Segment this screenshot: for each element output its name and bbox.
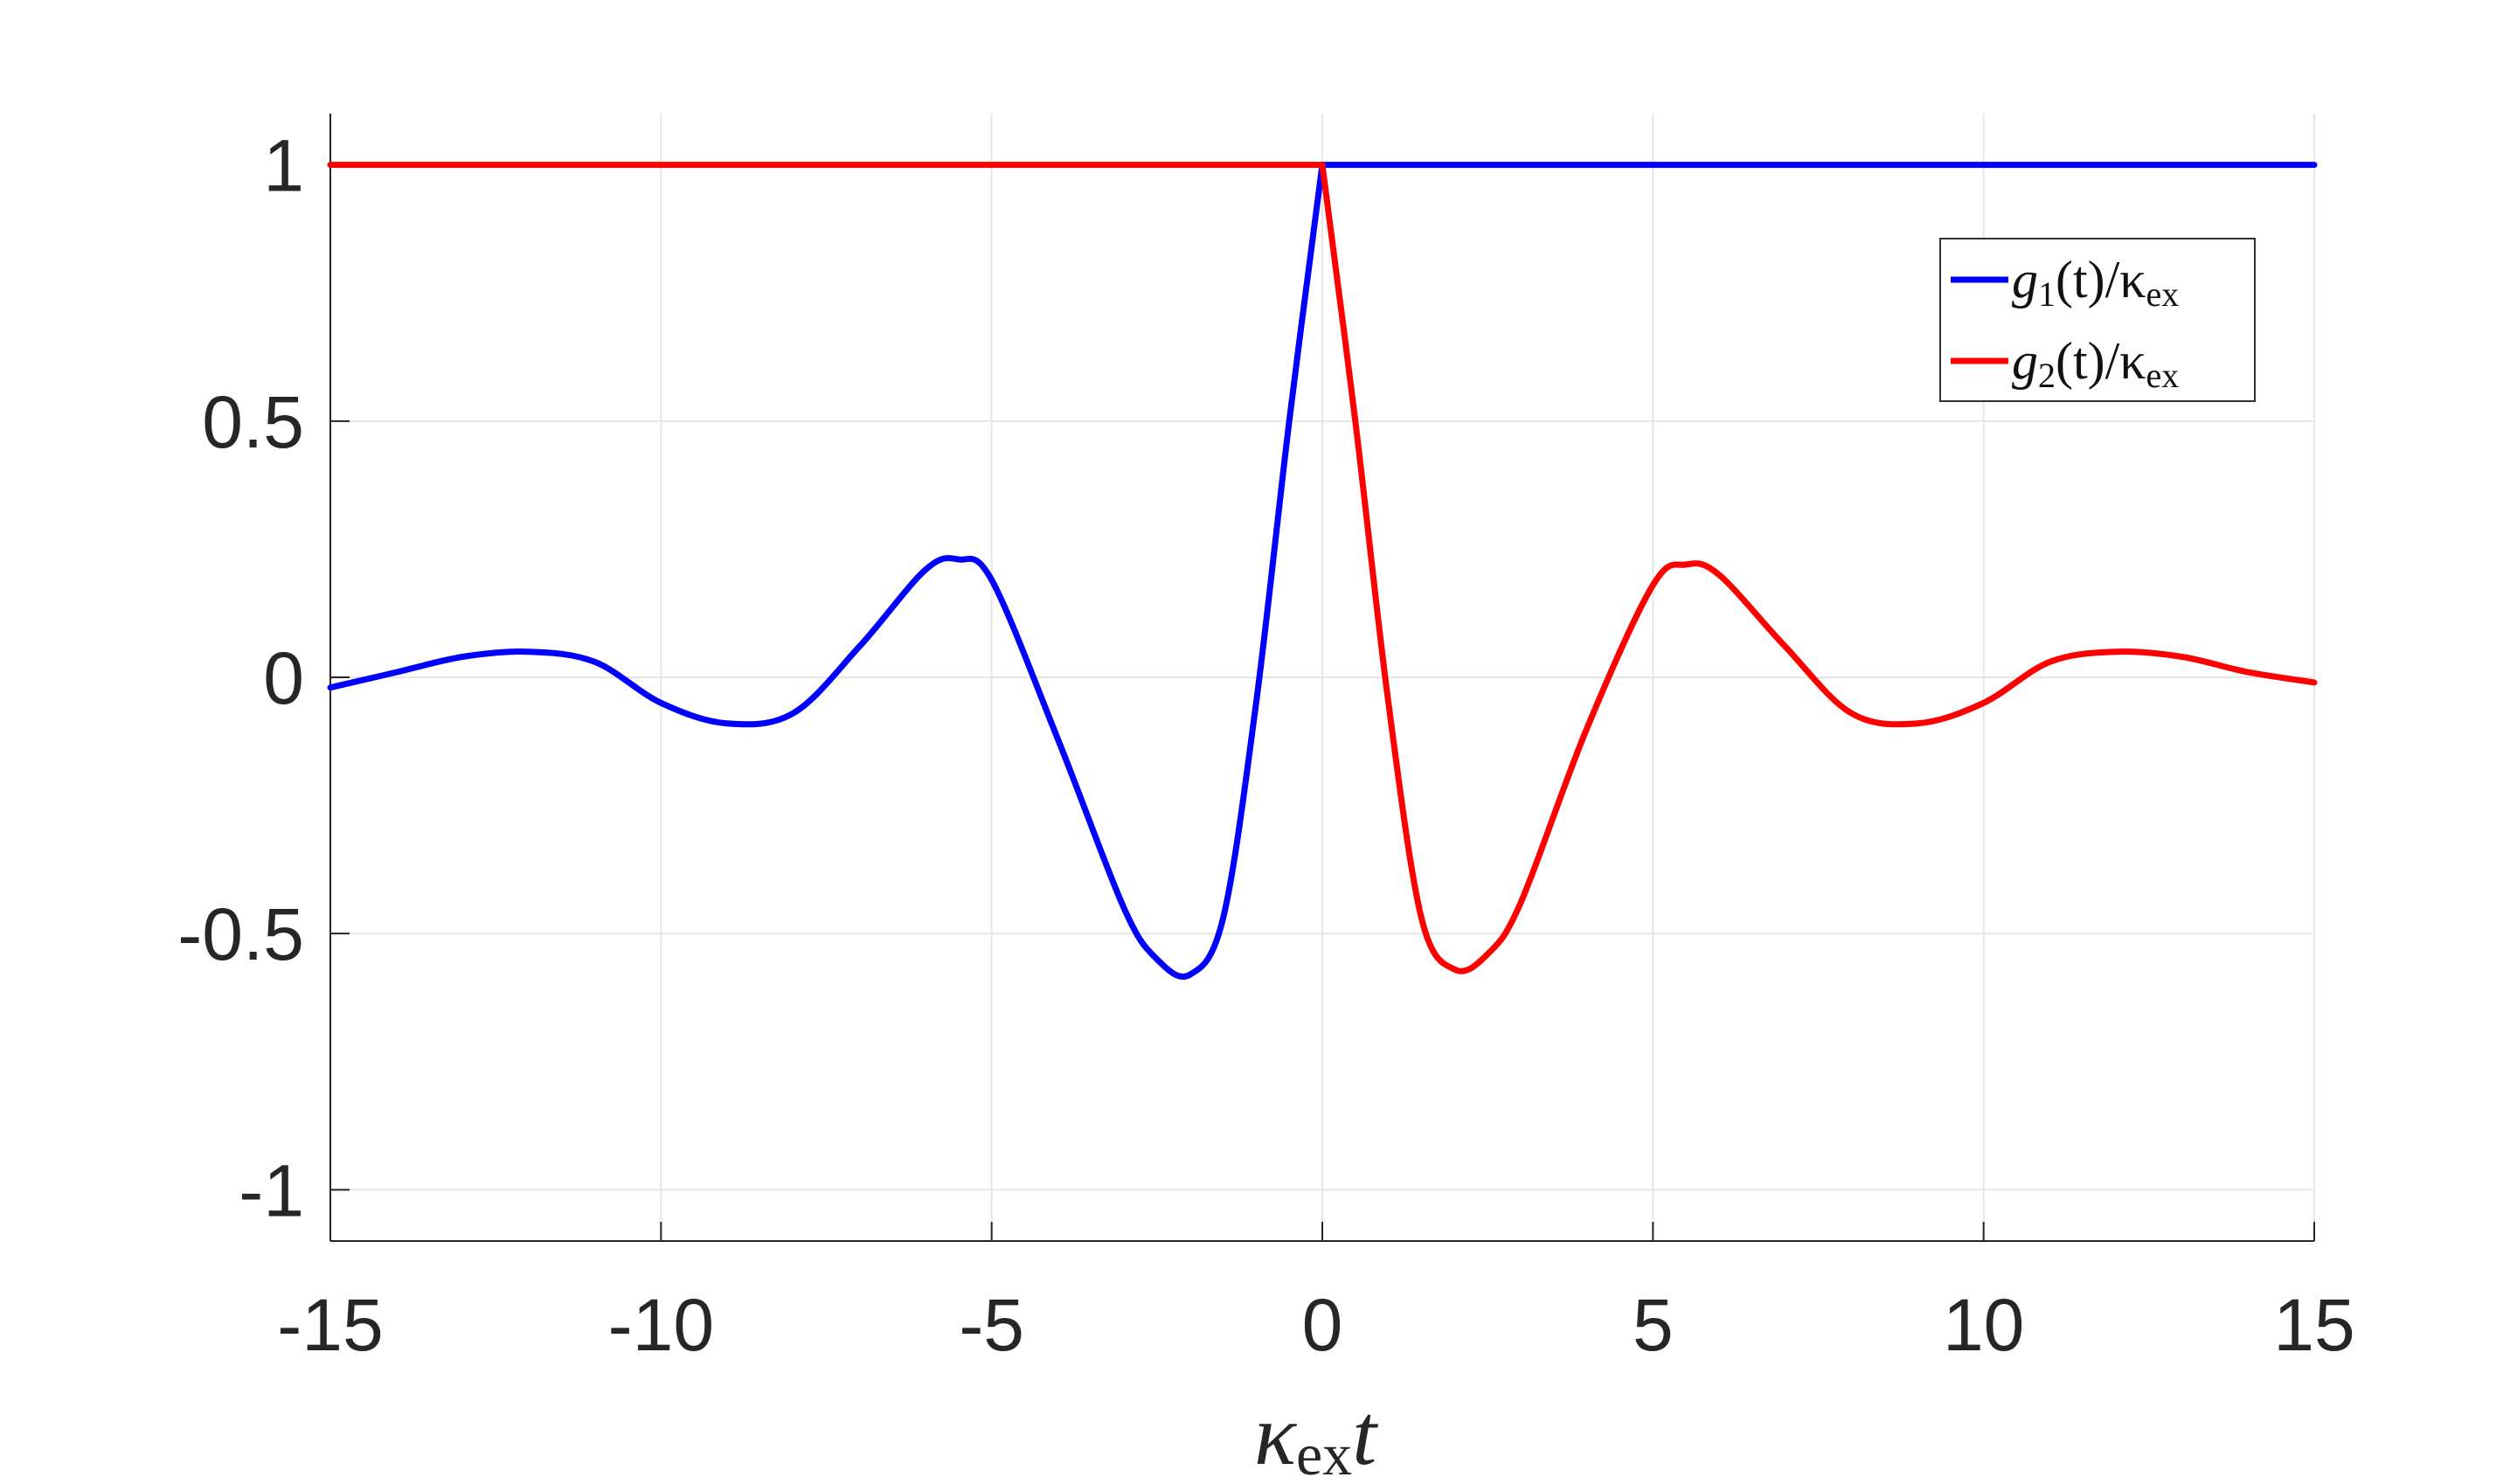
y-tick-label-1: -0.5: [177, 893, 304, 975]
x-axis-label-base: κ: [1254, 1386, 1298, 1483]
legend-g2-index: 2: [2038, 356, 2056, 395]
legend-entry-g2: g2(t)/κex: [2012, 332, 2179, 395]
series-line-1-part-0: [327, 162, 1326, 980]
legend-g1-index: 1: [2038, 274, 2056, 314]
x-axis-label-sub: ex: [1296, 1421, 1352, 1484]
y-tick-label-0: -1: [239, 1149, 304, 1231]
x-tick-label-4: 5: [1633, 1284, 1674, 1366]
x-tick-label-3: 0: [1302, 1284, 1343, 1366]
legend: g1(t)/κex g2(t)/κex: [1939, 238, 2256, 402]
x-axis-label-tail: t: [1352, 1386, 1378, 1483]
legend-box: [1939, 238, 2256, 402]
legend-entry-g1: g1(t)/κex: [2012, 251, 2179, 314]
legend-g1-mid: (t)/κ: [2056, 251, 2146, 309]
x-tick-label-6: 15: [2273, 1284, 2354, 1366]
x-tick-label-0: -15: [277, 1284, 383, 1366]
x-axis-label: κext: [1254, 1386, 1378, 1484]
y-tick-label-3: 0.5: [202, 381, 304, 463]
x-tick-label-2: -5: [959, 1284, 1024, 1366]
axes: [329, 114, 2315, 1242]
tick-labels: -15 -10 -5 0 5 10 15 -1 -0.5 0 0.5 1: [177, 125, 2354, 1366]
x-tick-label-5: 10: [1943, 1284, 2024, 1366]
legend-g2-sub: ex: [2146, 356, 2180, 395]
legend-g1-sub: ex: [2146, 274, 2180, 314]
series-group: [327, 162, 2318, 980]
x-tick-label-1: -10: [608, 1284, 714, 1366]
legend-g1-base: g: [2012, 251, 2038, 309]
legend-g2-base: g: [2012, 332, 2038, 390]
series-line-2-part-1: [1319, 162, 2318, 974]
legend-g2-mid: (t)/κ: [2056, 332, 2146, 390]
y-tick-label-2: 0: [263, 637, 304, 719]
y-tick-label-4: 1: [263, 125, 304, 207]
